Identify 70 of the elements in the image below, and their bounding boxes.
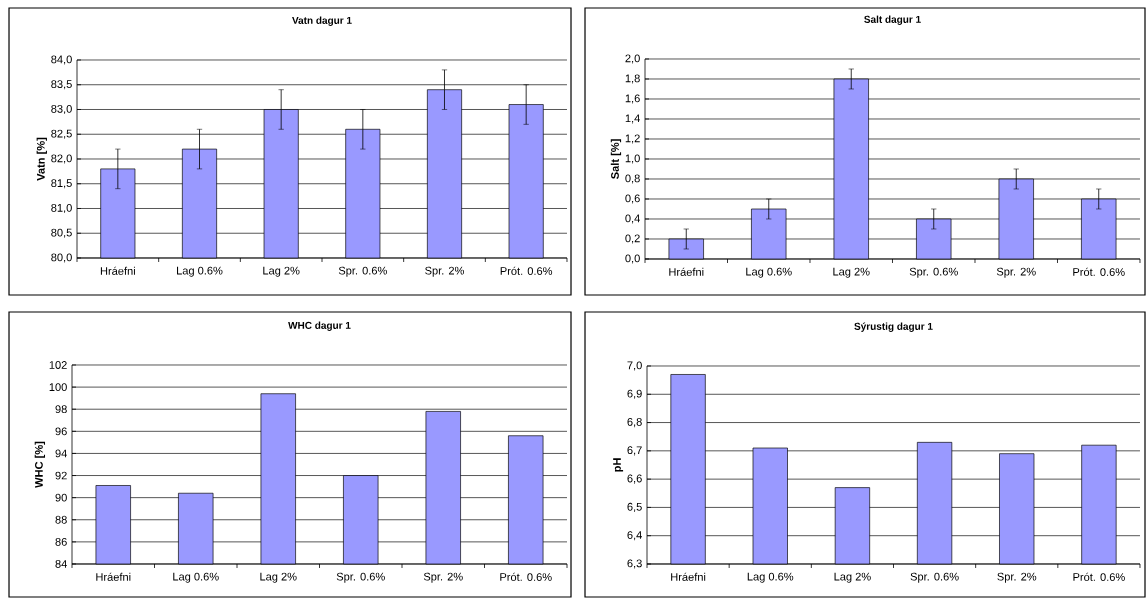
y-tick-label: 98 (55, 405, 67, 414)
chart-title: WHC dagur 1 (288, 321, 351, 331)
y-tick-label: 1,6 (625, 94, 640, 104)
y-axis-title: Vatn [%] (36, 137, 47, 181)
y-tick-label: 1,0 (625, 154, 640, 164)
chart-title: Vatn dagur 1 (292, 16, 352, 26)
y-tick-label: 102 (49, 361, 67, 369)
x-tick-label: Spr. 0.6% (909, 267, 958, 278)
y-tick-label: 94 (55, 449, 67, 458)
y-tick-label: 0,6 (625, 194, 640, 204)
y-tick-label: 6,5 (627, 502, 642, 512)
y-tick-label: 0,8 (625, 174, 640, 184)
y-tick-label: 86 (55, 537, 67, 546)
y-tick-label: 6,7 (627, 446, 642, 456)
y-tick-label: 82,5 (51, 129, 72, 139)
y-tick-label: 6,9 (627, 389, 642, 399)
y-tick-label: 2,0 (625, 54, 640, 64)
y-tick-label: 7,0 (627, 361, 642, 371)
y-tick-label: 6,4 (627, 531, 642, 541)
x-tick-label: Spr. 0.6% (336, 572, 385, 583)
y-tick-label: 96 (55, 427, 67, 436)
x-tick-label: Prót. 0.6% (1073, 572, 1125, 581)
y-tick-label: 81,5 (51, 179, 72, 189)
x-tick-label: Lag 2% (834, 572, 871, 583)
y-tick-label: 1,2 (625, 134, 640, 144)
chart-title: Salt dagur 1 (864, 15, 921, 25)
y-axis-title: pH (613, 458, 624, 472)
y-tick-label: 92 (55, 471, 67, 480)
y-tick-label: 1,4 (625, 114, 640, 124)
y-tick-label: 80,0 (51, 253, 72, 263)
y-tick-label: 0,0 (625, 254, 640, 264)
chart-title: Sýrustig dagur 1 (854, 322, 933, 332)
y-tick-label: 100 (49, 383, 67, 392)
y-tick-label: 88 (55, 515, 67, 524)
x-tick-label: Spr. 0.6% (338, 266, 387, 277)
y-tick-label: 1,8 (625, 74, 640, 84)
y-tick-label: 84,0 (51, 55, 72, 65)
x-tick-label: Lag 2% (260, 572, 297, 583)
x-tick-label: Hráefni (96, 572, 131, 581)
y-tick-label: 83,5 (51, 80, 72, 90)
y-tick-label: 6,3 (627, 559, 642, 569)
y-tick-label: 83,0 (51, 104, 72, 115)
x-tick-label: Lag 0.6% (747, 572, 794, 583)
x-tick-label: Spr. 2% (423, 572, 463, 583)
x-tick-label: Spr. 2% (425, 266, 464, 277)
x-tick-label: Lag 0.6% (746, 267, 792, 278)
y-axis-title: Salt [%] (610, 139, 622, 179)
x-tick-label: Spr. 2% (997, 572, 1037, 583)
x-tick-label: Hráefni (671, 572, 706, 581)
x-tick-label: Prót. 0.6% (500, 572, 552, 581)
y-axis-title: WHC [%] (34, 441, 46, 488)
x-tick-label: Hráefni (669, 267, 704, 276)
x-tick-label: Prót. 0.6% (500, 266, 553, 275)
y-tick-label: 90 (55, 493, 67, 502)
x-tick-label: Lag 2% (263, 266, 300, 277)
y-tick-label: 6,6 (627, 474, 642, 484)
y-tick-label: 81,0 (51, 203, 72, 214)
x-tick-label: Lag 0.6% (173, 572, 219, 583)
y-tick-label: 6,8 (627, 418, 642, 428)
y-tick-label: 0,2 (625, 234, 640, 244)
x-tick-label: Spr. 2% (996, 267, 1036, 278)
y-tick-label: 84 (55, 560, 67, 568)
x-tick-label: Spr. 0.6% (910, 572, 959, 583)
x-tick-label: Hráefni (100, 266, 135, 275)
x-tick-label: Lag 0.6% (177, 266, 223, 277)
x-tick-label: Lag 2% (833, 267, 870, 278)
y-tick-label: 82,0 (51, 154, 72, 164)
y-tick-label: 80,5 (51, 228, 72, 238)
y-tick-label: 0,4 (625, 214, 640, 224)
x-tick-label: Prót. 0.6% (1073, 267, 1125, 276)
